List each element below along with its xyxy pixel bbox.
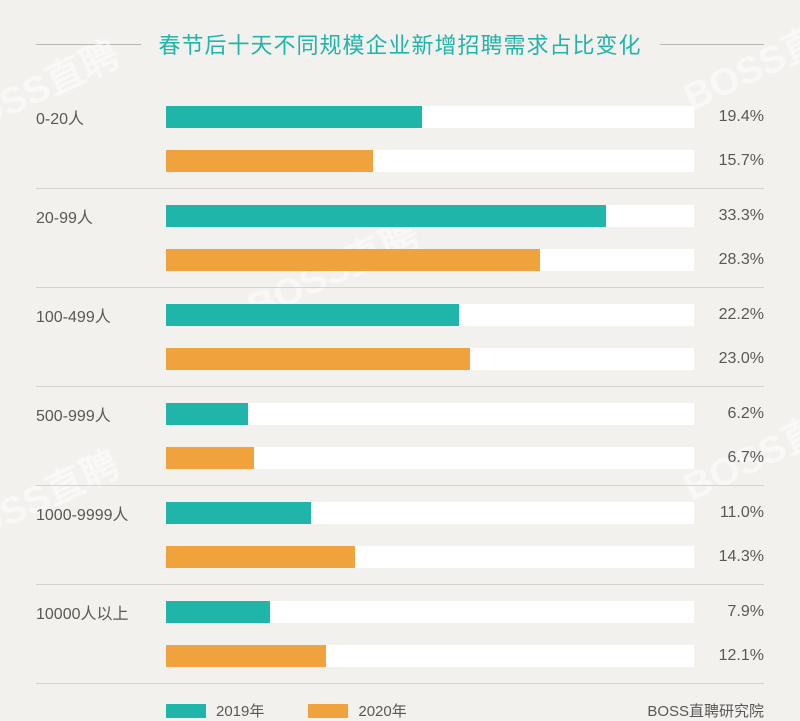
value-label: 11.0% xyxy=(704,504,764,522)
value-label: 12.1% xyxy=(704,647,764,665)
value-label: 6.7% xyxy=(704,449,764,467)
category-label: 10000人以上 xyxy=(36,600,166,624)
bar-row: 100-499人 22.2% xyxy=(36,298,764,332)
value-label: 33.3% xyxy=(704,207,764,225)
category-group: 10000人以上 7.9% 12.1% xyxy=(36,585,764,684)
bar-fill xyxy=(166,106,422,128)
bar-track xyxy=(166,150,694,172)
bar-row: 15.7% xyxy=(36,144,764,178)
bar-fill xyxy=(166,348,470,370)
value-label: 15.7% xyxy=(704,152,764,170)
value-label: 19.4% xyxy=(704,108,764,126)
bar-row: 500-999人 6.2% xyxy=(36,397,764,431)
bar-row: 12.1% xyxy=(36,639,764,673)
category-label: 500-999人 xyxy=(36,402,166,426)
bar-fill xyxy=(166,645,326,667)
legend-label: 2019年 xyxy=(216,700,264,721)
legend-label: 2020年 xyxy=(358,700,406,721)
bar-track xyxy=(166,205,694,227)
category-label: 0-20人 xyxy=(36,105,166,129)
category-group: 20-99人 33.3% 28.3% xyxy=(36,189,764,288)
bar-track xyxy=(166,502,694,524)
bar-track xyxy=(166,106,694,128)
bar-row: 28.3% xyxy=(36,243,764,277)
bar-fill xyxy=(166,403,248,425)
bar-track xyxy=(166,447,694,469)
title-divider-left xyxy=(36,44,141,45)
legend-row: 2019年 2020年 BOSS直聘研究院 xyxy=(36,684,764,721)
category-label: 20-99人 xyxy=(36,204,166,228)
title-divider-right xyxy=(660,44,765,45)
legend-item: 2020年 xyxy=(308,700,406,721)
category-group: 100-499人 22.2% 23.0% xyxy=(36,288,764,387)
bar-track xyxy=(166,348,694,370)
chart-source: BOSS直聘研究院 xyxy=(647,700,764,721)
bar-track xyxy=(166,249,694,271)
value-label: 28.3% xyxy=(704,251,764,269)
bar-fill xyxy=(166,205,606,227)
chart-title-row: 春节后十天不同规模企业新增招聘需求占比变化 xyxy=(36,28,764,60)
bar-row: 6.7% xyxy=(36,441,764,475)
bar-row: 20-99人 33.3% xyxy=(36,199,764,233)
value-label: 14.3% xyxy=(704,548,764,566)
legend-item: 2019年 xyxy=(166,700,264,721)
bar-fill xyxy=(166,502,311,524)
bar-track xyxy=(166,304,694,326)
bar-fill xyxy=(166,249,540,271)
bar-row: 0-20人 19.4% xyxy=(36,100,764,134)
value-label: 23.0% xyxy=(704,350,764,368)
category-group: 1000-9999人 11.0% 14.3% xyxy=(36,486,764,585)
legend-swatch xyxy=(166,704,206,718)
category-label: 1000-9999人 xyxy=(36,501,166,525)
bar-fill xyxy=(166,447,254,469)
bar-track xyxy=(166,645,694,667)
bar-fill xyxy=(166,150,373,172)
bar-track xyxy=(166,403,694,425)
category-group: 0-20人 19.4% 15.7% xyxy=(36,90,764,189)
bar-row: 14.3% xyxy=(36,540,764,574)
bar-row: 23.0% xyxy=(36,342,764,376)
bar-track xyxy=(166,601,694,623)
bar-row: 10000人以上 7.9% xyxy=(36,595,764,629)
legend-swatch xyxy=(308,704,348,718)
bar-row: 1000-9999人 11.0% xyxy=(36,496,764,530)
category-group: 500-999人 6.2% 6.7% xyxy=(36,387,764,486)
category-label: 100-499人 xyxy=(36,303,166,327)
chart-area: 0-20人 19.4% 15.7% 20-99人 33.3% 28.3% 100-499人 2… xyxy=(36,90,764,684)
bar-fill xyxy=(166,601,270,623)
bar-fill xyxy=(166,546,355,568)
value-label: 6.2% xyxy=(704,405,764,423)
chart-title: 春节后十天不同规模企业新增招聘需求占比变化 xyxy=(141,28,660,60)
value-label: 22.2% xyxy=(704,306,764,324)
bar-track xyxy=(166,546,694,568)
value-label: 7.9% xyxy=(704,603,764,621)
bar-fill xyxy=(166,304,459,326)
